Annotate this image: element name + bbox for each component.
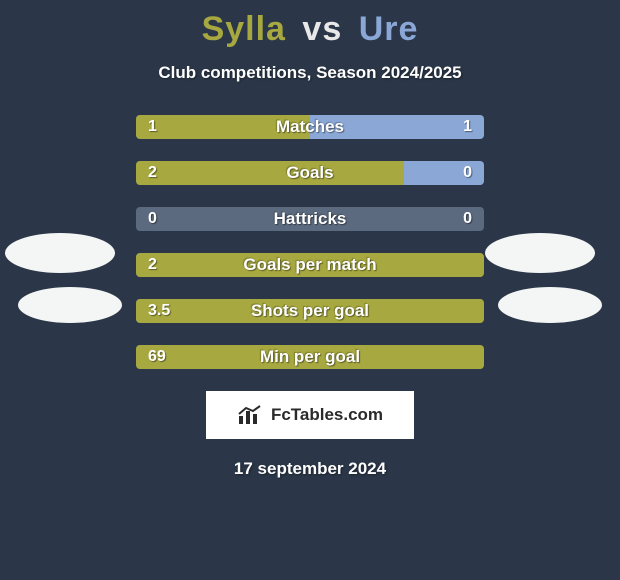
player-avatar: [485, 233, 595, 273]
page-title: Sylla vs Ure: [0, 0, 620, 49]
bar-left: [136, 299, 484, 323]
comparison-panel: Matches11 Goals20 Hattricks00 Goals per mat…: [0, 115, 620, 369]
bar-track: [136, 345, 484, 369]
bar-track: [136, 115, 484, 139]
bar-track: [136, 299, 484, 323]
bar-right: [310, 115, 484, 139]
player-avatar: [5, 233, 115, 273]
bar-track: [136, 207, 484, 231]
stat-row: Shots per goal3.5: [136, 299, 484, 323]
stat-row: Goals per match2: [136, 253, 484, 277]
player1-name: Sylla: [202, 10, 286, 48]
bar-left: [136, 161, 404, 185]
bar-left: [136, 253, 484, 277]
date-label: 17 september 2024: [0, 459, 620, 479]
bar-track: [136, 161, 484, 185]
stat-row: Min per goal69: [136, 345, 484, 369]
player-avatar: [18, 287, 122, 323]
player2-name: Ure: [359, 10, 419, 48]
bar-left: [136, 115, 310, 139]
stat-row: Hattricks00: [136, 207, 484, 231]
stat-row: Matches11: [136, 115, 484, 139]
chart-icon: [237, 404, 265, 426]
bar-track: [136, 253, 484, 277]
source-badge: FcTables.com: [206, 391, 414, 439]
player-avatar: [498, 287, 602, 323]
subtitle: Club competitions, Season 2024/2025: [0, 63, 620, 83]
vs-separator: vs: [302, 10, 342, 48]
bar-right: [404, 161, 484, 185]
source-text: FcTables.com: [271, 405, 383, 425]
stat-row: Goals20: [136, 161, 484, 185]
bar-left: [136, 345, 484, 369]
